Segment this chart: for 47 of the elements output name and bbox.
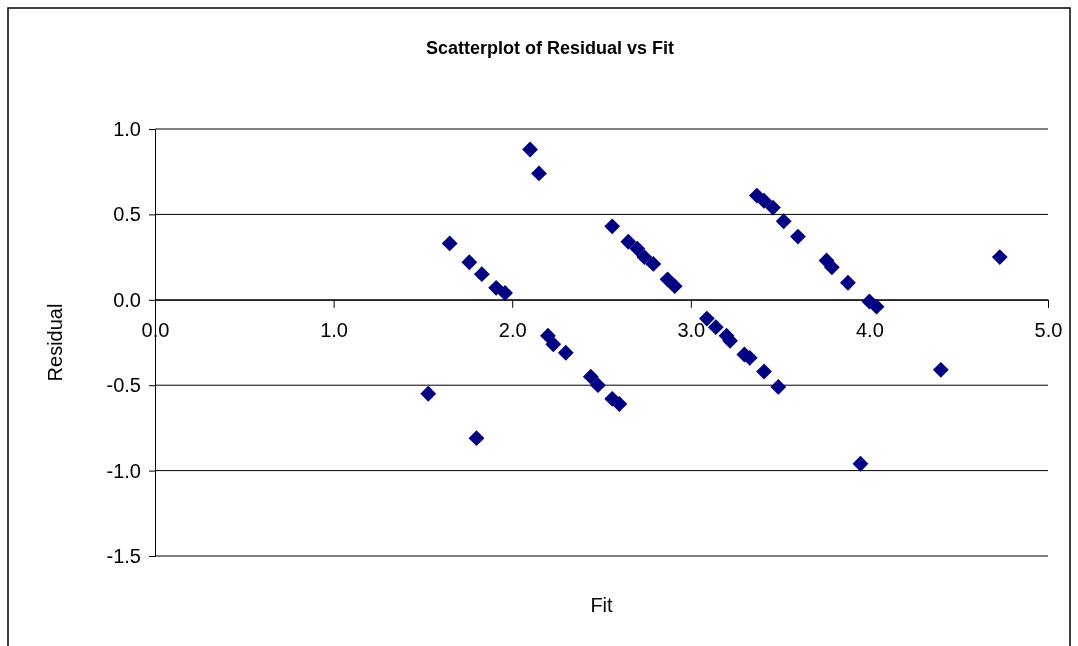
y-tick-label: 0.5 — [113, 203, 141, 226]
x-tick-label: 1.0 — [320, 318, 349, 341]
chart-title: Scatterplot of Residual vs Fit — [425, 38, 675, 58]
point — [756, 192, 772, 209]
point — [756, 363, 772, 380]
x-axis-title: Fit — [590, 594, 614, 616]
point — [840, 274, 856, 291]
point — [666, 278, 683, 295]
point — [868, 298, 885, 315]
point — [488, 279, 505, 296]
point — [620, 233, 637, 250]
point — [557, 344, 574, 361]
point — [991, 249, 1008, 266]
point — [707, 319, 724, 336]
point — [441, 235, 458, 252]
y-tick-label: 1.0 — [113, 117, 141, 140]
point — [531, 165, 547, 182]
y-tick-label: 0.0 — [113, 288, 141, 311]
point — [420, 385, 437, 402]
point — [765, 199, 781, 216]
point — [590, 377, 606, 394]
point — [611, 396, 628, 412]
point — [770, 378, 787, 395]
x-tick-label: 5.0 — [1034, 318, 1063, 341]
x-tick-label: 2.0 — [498, 318, 527, 341]
point — [790, 228, 806, 245]
point — [522, 141, 538, 158]
x-tick-label: 3.0 — [677, 318, 706, 341]
y-tick-label: -1.0 — [106, 459, 141, 482]
point — [582, 368, 599, 385]
point — [852, 455, 869, 472]
point — [645, 256, 662, 272]
point — [775, 213, 792, 230]
point — [473, 266, 490, 283]
y-tick-label: -0.5 — [106, 374, 141, 397]
point — [545, 336, 562, 353]
point — [823, 259, 840, 276]
x-tick-label: 4.0 — [855, 318, 884, 341]
point — [461, 254, 478, 271]
point — [636, 249, 653, 266]
point — [932, 361, 949, 378]
y-tick-label: -1.5 — [106, 544, 141, 567]
point — [629, 240, 646, 257]
point — [468, 430, 485, 447]
point — [604, 218, 621, 235]
point — [497, 285, 513, 301]
y-axis-title: Residual — [44, 303, 66, 382]
